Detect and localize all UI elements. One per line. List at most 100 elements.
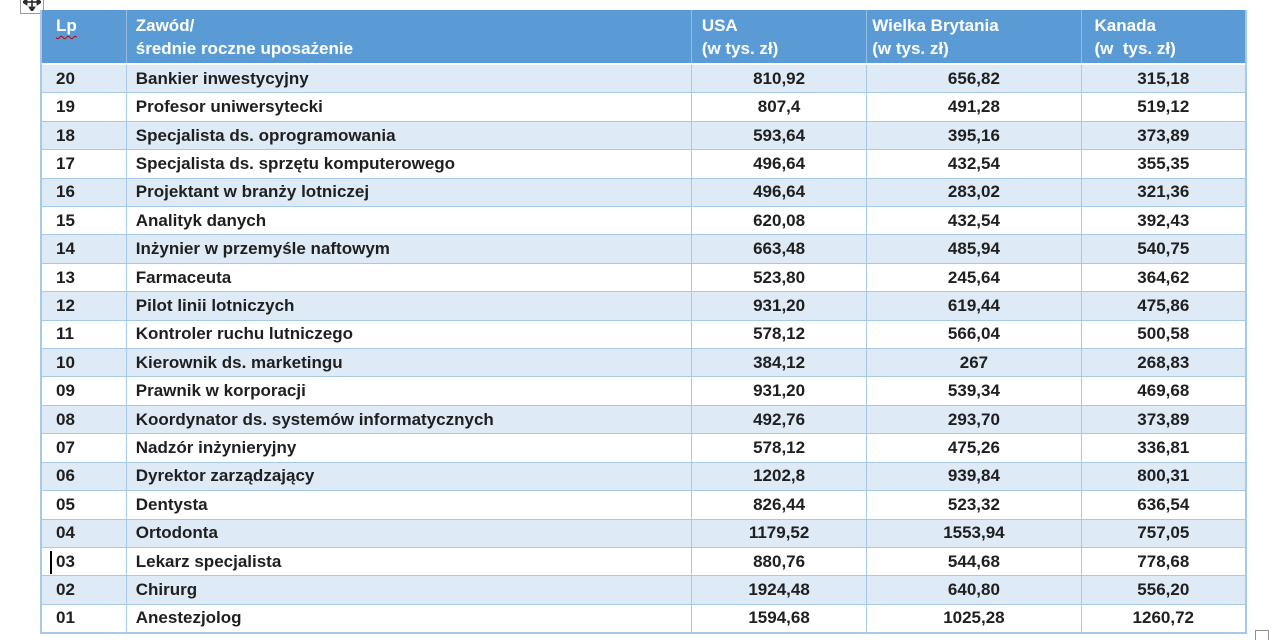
header-usa-line2: (w tys. zł) — [701, 39, 779, 58]
table-row: 15 Analityk danych 620,08 432,54 392,43 — [42, 206, 1245, 235]
cell-usa: 578,12 — [692, 434, 868, 462]
cell-lp: 13 — [42, 263, 127, 292]
header-usa-line1: USA — [701, 16, 738, 35]
cell-job: Kierownik ds. marketingu — [127, 349, 692, 377]
cell-usa: 663,48 — [692, 235, 868, 263]
header-canada-line1: Kanada — [1094, 16, 1156, 35]
table-row: 07 Nadzór inżynieryjny 578,12 475,26 336… — [42, 433, 1245, 462]
cell-uk: 245,64 — [867, 263, 1082, 292]
cell-lp: 02 — [42, 576, 127, 604]
table-row: 02 Chirurg 1924,48 640,80 556,20 — [42, 575, 1245, 604]
cell-job: Anestezjolog — [127, 604, 692, 633]
cell-canada: 636,54 — [1137, 494, 1190, 514]
cell-usa: 1924,48 — [692, 576, 868, 604]
table-row: 20 Bankier inwestycyjny 810,92 656,82 31… — [42, 65, 1245, 93]
cell-canada: 373,89 — [1137, 125, 1190, 145]
cell-job: Dyrektor zarządzający — [127, 462, 692, 491]
cell-lp: 12 — [42, 292, 127, 320]
cell-lp: 10 — [42, 349, 127, 377]
cell-job: Specjalista ds. oprogramowania — [127, 121, 692, 150]
cell-uk: 939,84 — [867, 462, 1082, 491]
header-cell-canada: Kanada (w tys. zł) — [1082, 10, 1245, 63]
table-row: 10 Kierownik ds. marketingu 384,12 267 2… — [42, 348, 1245, 377]
table-row: 06 Dyrektor zarządzający 1202,8 939,84 8… — [42, 461, 1245, 491]
cell-job: Lekarz specjalista — [127, 547, 692, 576]
cell-job: Profesor uniwersytecki — [127, 93, 692, 121]
cell-uk: 1553,94 — [867, 519, 1082, 547]
cell-canada: 268,83 — [1137, 352, 1190, 372]
table-row: 08 Koordynator ds. systemów informatyczn… — [42, 404, 1245, 434]
cell-usa: 931,20 — [692, 292, 868, 320]
cell-uk: 475,26 — [867, 434, 1082, 462]
table-row: 04 Ortodonta 1179,52 1553,94 757,05 — [42, 518, 1245, 547]
cell-uk: 566,04 — [867, 320, 1082, 349]
cell-usa: 620,08 — [692, 207, 868, 235]
cell-lp: 20 — [42, 65, 127, 93]
cell-canada: 321,36 — [1137, 182, 1190, 202]
table-row: 18 Specjalista ds. oprogramowania 593,64… — [42, 120, 1245, 150]
header-lp-label: Lp — [56, 16, 77, 35]
cell-uk: 432,54 — [867, 150, 1082, 178]
cell-job: Dentysta — [127, 491, 692, 519]
table-row: 19 Profesor uniwersytecki 807,4 491,28 5… — [42, 92, 1245, 121]
cell-lp: 11 — [42, 320, 127, 349]
cell-uk: 544,68 — [867, 547, 1082, 576]
table-move-handle[interactable] — [20, 0, 44, 14]
cell-lp: 03 — [42, 547, 127, 576]
cell-job: Prawnik w korporacji — [127, 377, 692, 405]
cell-job: Koordynator ds. systemów informatycznych — [127, 405, 692, 434]
cell-lp: 08 — [42, 405, 127, 434]
cell-canada: 373,89 — [1137, 409, 1190, 429]
cell-uk: 283,02 — [867, 178, 1082, 207]
header-cell-usa: USA (w tys. zł) — [692, 10, 868, 63]
table-row: 13 Farmaceuta 523,80 245,64 364,62 — [42, 262, 1245, 292]
table-body: 20 Bankier inwestycyjny 810,92 656,82 31… — [42, 65, 1245, 633]
table-header-row: Lp Zawód/średnie roczne uposażenie USA (w… — [42, 10, 1245, 65]
cell-lp: 17 — [42, 150, 127, 178]
cell-uk: 491,28 — [867, 93, 1082, 121]
cell-canada: 336,81 — [1137, 437, 1190, 457]
cell-usa: 523,80 — [692, 263, 868, 292]
cell-usa: 826,44 — [692, 491, 868, 519]
cell-usa: 578,12 — [692, 320, 868, 349]
table-row: 03 Lekarz specjalista 880,76 544,68 778,… — [42, 546, 1245, 576]
cell-lp: 19 — [42, 93, 127, 121]
cell-job: Specjalista ds. sprzętu komputerowego — [127, 150, 692, 178]
table-row: 05 Dentysta 826,44 523,32 636,54 — [42, 490, 1245, 519]
cell-job: Nadzór inżynieryjny — [127, 434, 692, 462]
cell-lp: 18 — [42, 121, 127, 150]
header-job-line2: średnie roczne uposażenie — [135, 39, 354, 58]
table-row: 01 Anestezjolog 1594,68 1025,28 1260,72 — [42, 603, 1245, 633]
cell-job: Farmaceuta — [127, 263, 692, 292]
cell-uk: 656,82 — [867, 65, 1082, 93]
table-resize-handle[interactable] — [1255, 630, 1269, 640]
cell-canada: 778,68 — [1137, 551, 1190, 571]
cell-usa: 492,76 — [692, 405, 868, 434]
cell-uk: 395,16 — [867, 121, 1082, 150]
cell-canada: 540,75 — [1137, 239, 1190, 259]
cell-uk: 293,70 — [867, 405, 1082, 434]
cell-job: Ortodonta — [127, 519, 692, 547]
cell-canada: 500,58 — [1137, 324, 1190, 344]
cell-uk: 523,32 — [867, 491, 1082, 519]
cell-canada: 469,68 — [1137, 381, 1190, 401]
cell-usa: 807,4 — [692, 93, 868, 121]
cell-lp: 15 — [42, 207, 127, 235]
cell-usa: 384,12 — [692, 349, 868, 377]
cell-canada: 556,20 — [1137, 580, 1190, 600]
salary-table[interactable]: Lp Zawód/średnie roczne uposażenie USA (w… — [40, 10, 1247, 634]
cell-uk: 267 — [867, 349, 1082, 377]
cell-canada: 1260,72 — [1132, 608, 1194, 628]
cell-lp: 14 — [42, 235, 127, 263]
cell-usa: 1202,8 — [692, 462, 868, 491]
table-row: 17 Specjalista ds. sprzętu komputerowego… — [42, 149, 1245, 178]
cell-job: Projektant w branży lotniczej — [127, 178, 692, 207]
cell-usa: 880,76 — [692, 547, 868, 576]
cell-lp: 06 — [42, 462, 127, 491]
cell-canada: 315,18 — [1137, 68, 1190, 88]
cell-usa: 931,20 — [692, 377, 868, 405]
cell-lp: 09 — [42, 377, 127, 405]
cell-canada: 355,35 — [1137, 153, 1190, 173]
table-row: 14 Inżynier w przemyśle naftowym 663,48 … — [42, 234, 1245, 263]
table-row: 12 Pilot linii lotniczych 931,20 619,44 … — [42, 291, 1245, 320]
